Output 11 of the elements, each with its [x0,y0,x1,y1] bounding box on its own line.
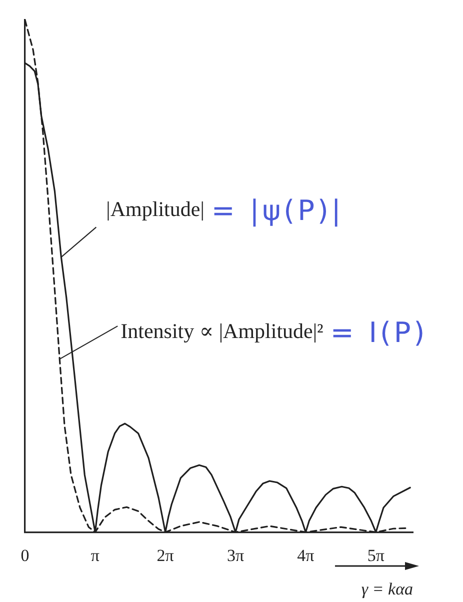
x-tick-label: π [90,546,100,565]
annotation: |Amplitude| [106,197,204,222]
x-tick-label: 4π [297,546,315,565]
x-tick-label: 3π [226,546,244,565]
x-tick-label: 2π [156,546,174,565]
x-axis-title: γ = kαa [361,579,413,598]
annotation: = I(P) [330,316,428,350]
annotation: = |ψ(P)| [211,194,344,228]
x-tick-label: 0 [20,546,30,565]
annotation: Intensity ∝ |Amplitude|² [120,319,324,344]
x-tick-label: 5π [367,546,385,565]
